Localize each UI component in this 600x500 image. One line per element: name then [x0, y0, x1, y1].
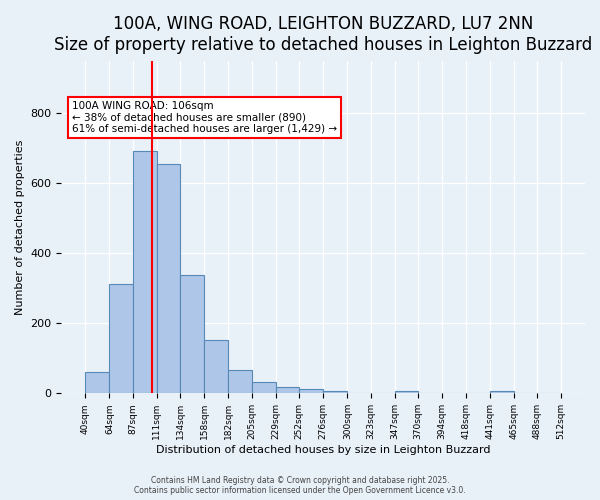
Bar [204, 340, 229, 394]
Y-axis label: Number of detached properties: Number of detached properties [15, 140, 25, 315]
Bar [276, 388, 299, 394]
Bar [229, 370, 251, 394]
Text: 100A WING ROAD: 106sqm
← 38% of detached houses are smaller (890)
61% of semi-de: 100A WING ROAD: 106sqm ← 38% of detached… [72, 101, 337, 134]
Bar [157, 164, 180, 394]
Bar [109, 284, 133, 394]
Bar [323, 390, 347, 394]
Title: 100A, WING ROAD, LEIGHTON BUZZARD, LU7 2NN
Size of property relative to detached: 100A, WING ROAD, LEIGHTON BUZZARD, LU7 2… [54, 15, 592, 54]
Bar [251, 382, 276, 394]
Bar [395, 390, 418, 394]
Bar [299, 389, 323, 394]
Text: Contains HM Land Registry data © Crown copyright and database right 2025.
Contai: Contains HM Land Registry data © Crown c… [134, 476, 466, 495]
Bar [85, 372, 109, 394]
Bar [490, 390, 514, 394]
Bar [180, 276, 204, 394]
X-axis label: Distribution of detached houses by size in Leighton Buzzard: Distribution of detached houses by size … [156, 445, 490, 455]
Bar [133, 151, 157, 394]
